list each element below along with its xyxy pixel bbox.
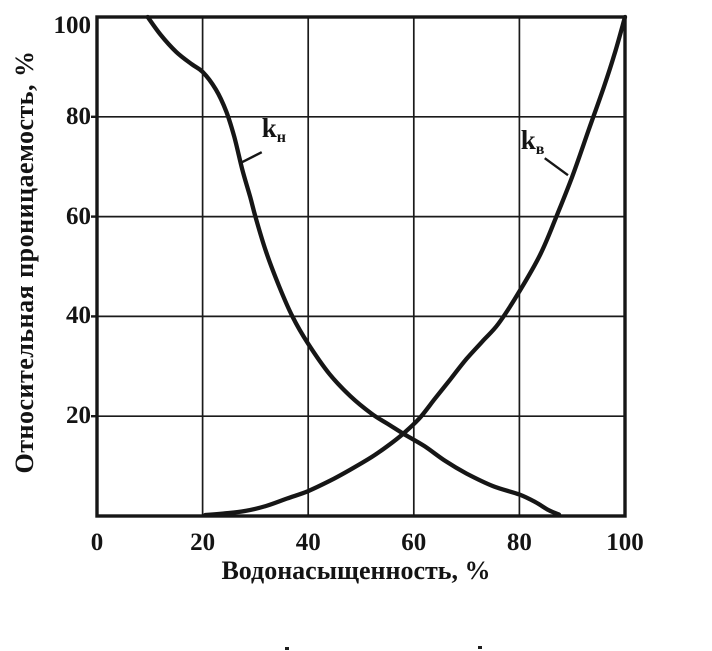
leader-line-kv — [544, 157, 569, 177]
x-tick-label-60: 60 — [401, 529, 427, 556]
y-tick-label-80: 80 — [66, 102, 91, 130]
curve-label-kv-symbol: k — [520, 124, 536, 155]
y-tick-label-100: 100 — [53, 12, 92, 39]
x-tick-label-20: 20 — [190, 529, 216, 556]
y-tick-label-20: 20 — [66, 402, 91, 430]
curve-label-kn-subscript: н — [276, 128, 286, 146]
y-tick-label-40: 40 — [66, 302, 91, 330]
scan-speck — [285, 647, 289, 650]
x-tick-label-100: 100 — [606, 529, 644, 556]
curve-kn — [145, 14, 562, 517]
x-tick-label-40: 40 — [295, 529, 321, 556]
scan-speck — [478, 646, 482, 649]
x-tick-label-0: 0 — [90, 529, 104, 556]
curve-label-kv: kв — [520, 124, 545, 158]
leader-line-kn — [239, 151, 263, 165]
x-axis-title: Водонасыщенность, % — [221, 556, 491, 585]
x-tick-label-80: 80 — [506, 529, 532, 556]
curve-label-kn-symbol: k — [261, 112, 277, 143]
plot-border — [95, 15, 627, 518]
curve-kv — [203, 14, 628, 518]
curve-label-kv-subscript: в — [535, 140, 545, 158]
y-axis-title: Относительная проницаемость, % — [10, 50, 39, 474]
curve-label-kn: kн — [261, 112, 286, 146]
y-tick-label-60: 60 — [66, 202, 91, 230]
